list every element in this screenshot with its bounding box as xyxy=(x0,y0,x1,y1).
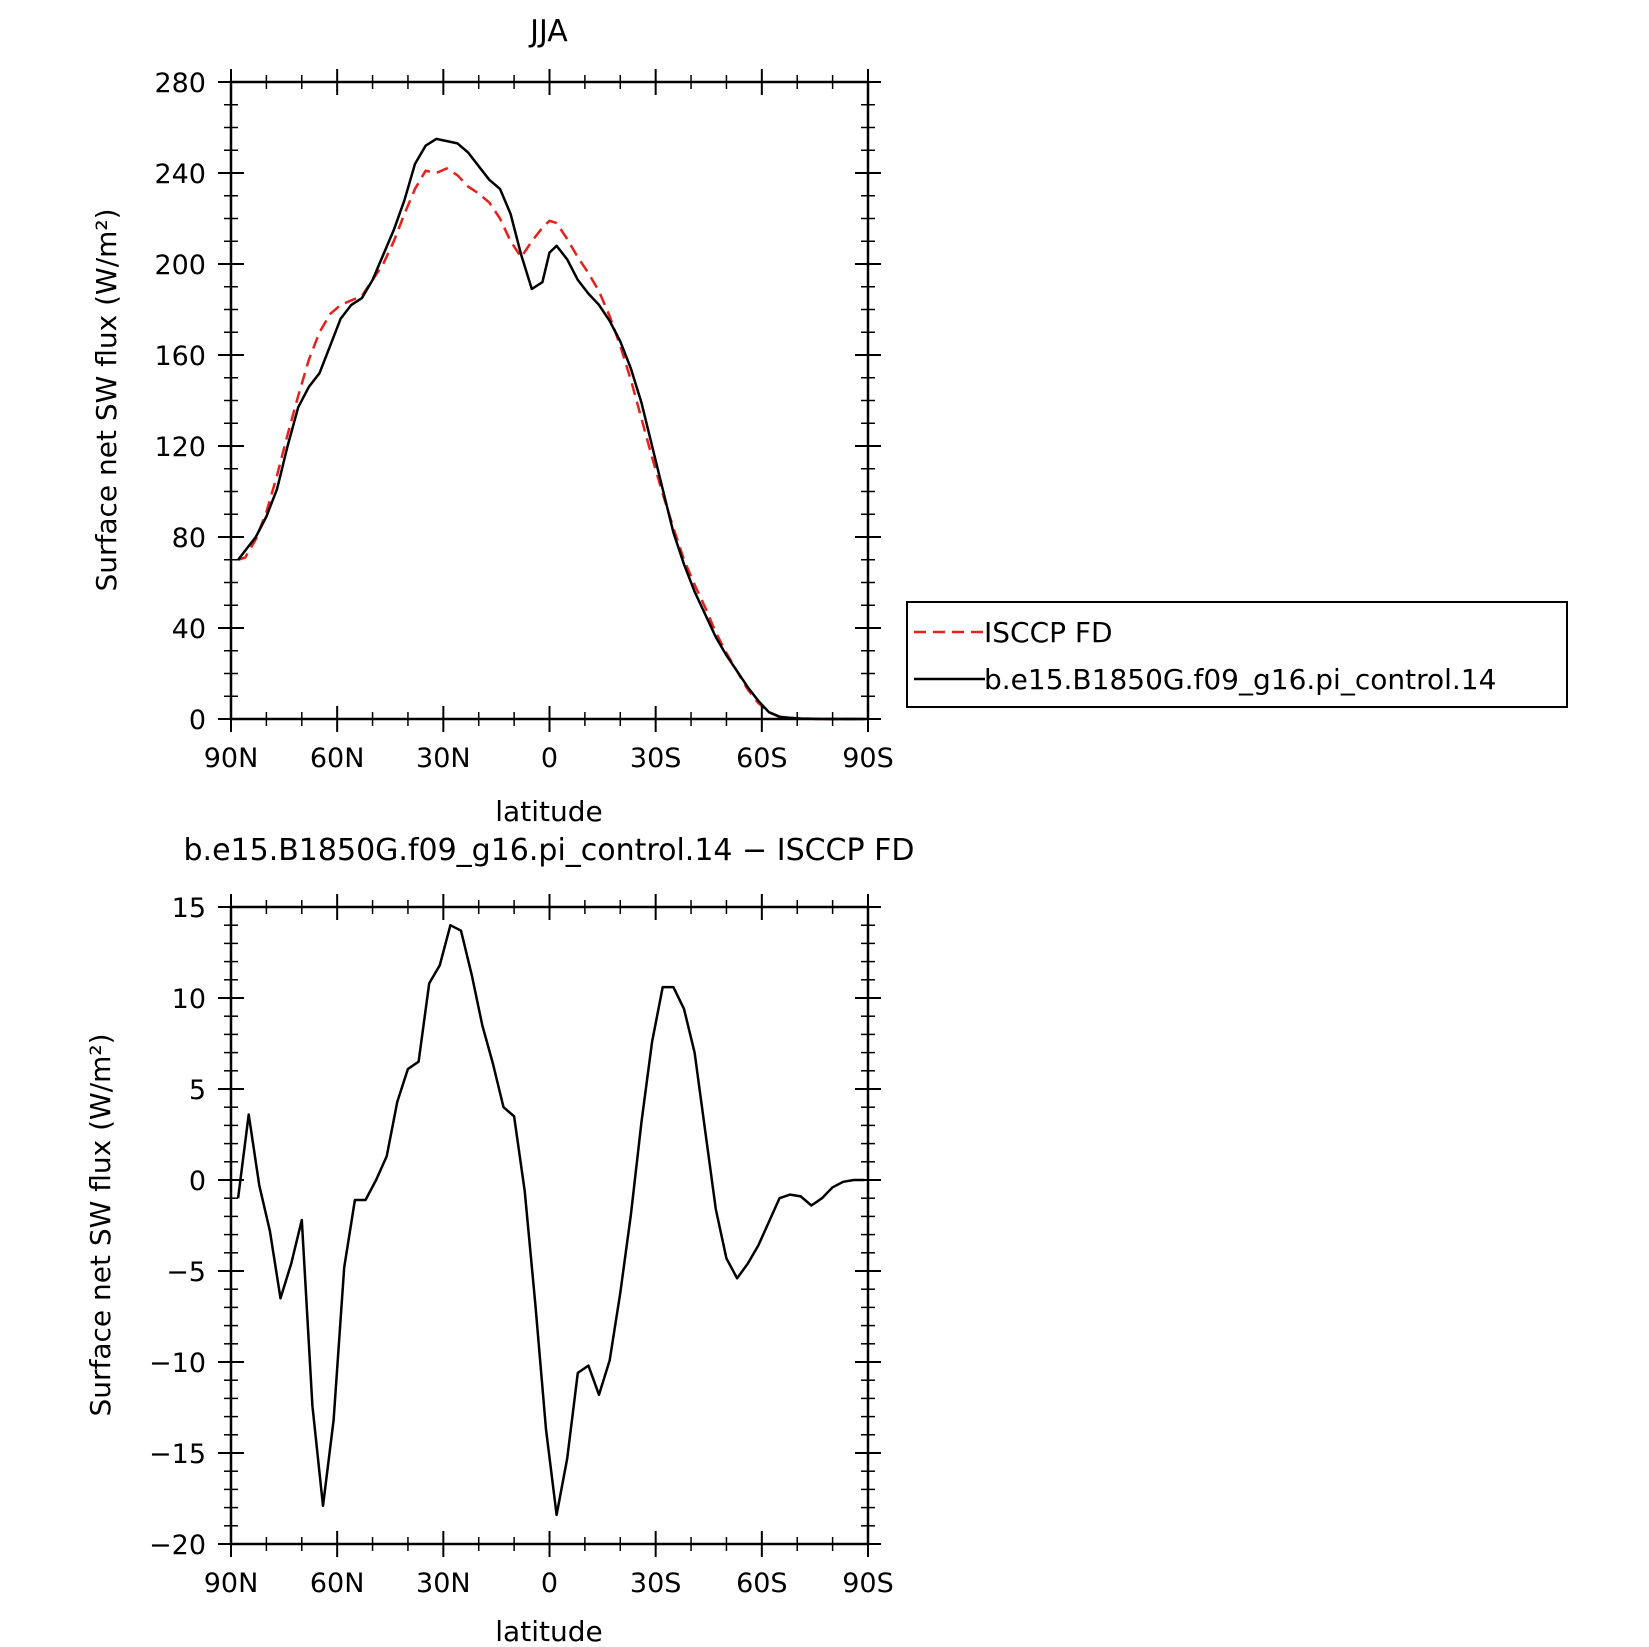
top-y-tick-label: 280 xyxy=(154,68,206,99)
bottom-y-tick-label: 15 xyxy=(172,893,206,924)
top-y-tick-label: 80 xyxy=(172,523,206,554)
bottom-y-tick-label: −20 xyxy=(149,1530,206,1561)
legend-box xyxy=(906,601,1568,708)
top-y-tick-label: 120 xyxy=(154,432,206,463)
bottom-y-tick-label: 10 xyxy=(172,984,206,1015)
top-x-axis-label: latitude xyxy=(495,795,602,828)
top-x-tick-label: 60N xyxy=(310,743,365,774)
bottom-chart-title: b.e15.B1850G.f09_g16.pi_control.14 − ISC… xyxy=(183,833,914,868)
bottom-series-line-0 xyxy=(236,923,865,1517)
top-panel: JJA 90N 60N 30N 0 30S 60S 90S 0 40 80 120 160 200 240… xyxy=(90,14,1568,828)
top-y-tick-label: 40 xyxy=(172,614,206,645)
top-y-tick-label: 160 xyxy=(154,341,206,372)
top-chart-title: JJA xyxy=(528,14,568,49)
bottom-x-axis-label: latitude xyxy=(495,1615,602,1647)
bottom-y-axis-label: Surface net SW flux (W/m²) xyxy=(84,1033,117,1416)
bottom-plot-frame xyxy=(229,905,870,1546)
bottom-x-tick-label: 60S xyxy=(736,1568,788,1599)
top-series-layer xyxy=(237,137,865,721)
top-x-tick-label: 60S xyxy=(736,743,788,774)
top-y-tick-label: 200 xyxy=(154,250,206,281)
top-series-line-0 xyxy=(237,167,865,721)
bottom-y-tick-label: −5 xyxy=(166,1257,206,1288)
bottom-x-tick-label: 0 xyxy=(541,1568,558,1599)
bottom-x-tick-label: 30N xyxy=(416,1568,471,1599)
top-x-tick-label: 90S xyxy=(842,743,894,774)
bottom-y-tick-label: 5 xyxy=(189,1075,206,1106)
bottom-tick-label-layer: 90N 60N 30N 0 30S 60S 90S −20 −15 −10 −5 0 5 10 15 xyxy=(149,893,894,1599)
top-y-tick-label: 240 xyxy=(154,159,206,190)
bottom-x-tick-label: 90S xyxy=(842,1568,894,1599)
top-x-tick-label: 90N xyxy=(204,743,259,774)
top-series-line-1 xyxy=(237,137,865,721)
top-y-axis-label: Surface net SW flux (W/m²) xyxy=(90,208,123,591)
bottom-y-tick-label: −10 xyxy=(149,1348,206,1379)
bottom-x-tick-label: 60N xyxy=(310,1568,365,1599)
top-x-tick-label: 30S xyxy=(630,743,682,774)
legend-label-isccp: ISCCP FD xyxy=(984,616,1113,649)
bottom-panel: b.e15.B1850G.f09_g16.pi_control.14 − ISC… xyxy=(84,833,915,1647)
top-y-tick-label: 0 xyxy=(189,705,206,736)
top-legend: ISCCP FD b.e15.B1850G.f09_g16.pi_control… xyxy=(906,601,1568,708)
top-x-tick-label: 30N xyxy=(416,743,471,774)
bottom-y-tick-label: 0 xyxy=(189,1166,206,1197)
bottom-x-tick-label: 90N xyxy=(204,1568,259,1599)
bottom-y-tick-label: −15 xyxy=(149,1439,206,1470)
top-x-tick-label: 0 xyxy=(541,743,558,774)
top-tick-label-layer: 90N 60N 30N 0 30S 60S 90S 0 40 80 120 160 200 240 280 xyxy=(154,68,893,774)
top-plot-frame xyxy=(229,80,870,721)
bottom-x-tick-label: 30S xyxy=(630,1568,682,1599)
legend-label-model: b.e15.B1850G.f09_g16.pi_control.14 xyxy=(984,663,1496,696)
bottom-series-layer xyxy=(236,923,865,1517)
top-tick-layer xyxy=(218,69,881,732)
